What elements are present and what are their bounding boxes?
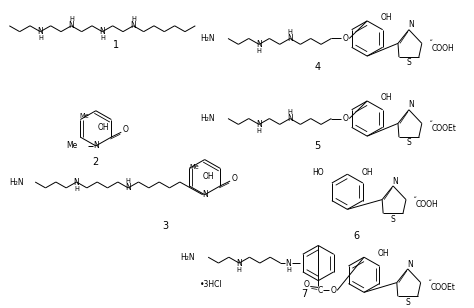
Text: N: N [408,20,414,29]
Text: H: H [126,178,131,184]
Text: O: O [342,114,348,123]
Text: S: S [391,215,395,224]
Text: H₂N: H₂N [200,114,215,123]
Text: N: N [125,183,131,192]
Text: O: O [330,286,336,295]
Text: 6: 6 [353,231,359,241]
Text: N: N [408,100,414,109]
Text: N: N [287,114,293,123]
Text: H₂N: H₂N [200,34,215,43]
Text: N: N [130,21,136,30]
Text: S: S [405,298,410,306]
Text: ,,: ,, [430,35,434,42]
Text: N: N [256,120,262,129]
Text: N: N [407,260,412,269]
Text: N: N [37,27,43,36]
Text: 4: 4 [314,62,320,72]
Text: COOH: COOH [416,200,439,209]
Text: OH: OH [97,123,109,132]
Text: OH: OH [381,93,392,102]
Text: COOH: COOH [432,44,455,53]
Text: OH: OH [361,168,373,177]
Text: N: N [285,258,292,268]
Text: N: N [392,176,398,185]
Text: ,,: ,, [414,192,418,198]
Text: O: O [303,280,309,289]
Text: H₂N: H₂N [180,253,195,262]
Text: O: O [231,174,237,183]
Text: H: H [38,35,43,42]
Text: 5: 5 [314,141,320,151]
Text: H: H [256,48,262,54]
Text: H: H [100,35,105,42]
Text: N: N [287,34,293,43]
Text: •3HCl: •3HCl [200,280,223,289]
Text: OH: OH [203,172,215,181]
Text: 3: 3 [163,221,168,231]
Text: Me: Me [79,113,89,119]
Text: O: O [122,125,128,134]
Text: OH: OH [378,249,390,258]
Text: N: N [73,177,79,187]
Text: OH: OH [381,13,392,22]
Text: H: H [286,267,291,273]
Text: ,,: ,, [428,275,433,281]
Text: N: N [68,21,74,30]
Text: S: S [407,139,411,148]
Text: COOEt: COOEt [432,124,456,133]
Text: HO: HO [312,168,323,177]
Text: C: C [318,286,323,295]
Text: H: H [74,186,79,192]
Text: 2: 2 [93,157,99,168]
Text: H₂N: H₂N [9,177,24,187]
Text: N: N [202,190,208,199]
Text: H: H [237,267,242,273]
Text: N: N [100,27,105,36]
Text: O: O [342,34,348,43]
Text: H: H [288,29,292,35]
Text: N: N [93,141,99,150]
Text: S: S [407,59,411,67]
Text: ,,: ,, [430,116,434,122]
Text: Me: Me [190,164,200,170]
Text: H: H [69,16,74,22]
Text: H: H [288,109,292,115]
Text: Me: Me [67,141,78,150]
Text: N: N [237,258,242,268]
Text: N: N [256,40,262,49]
Text: H: H [131,16,136,22]
Text: COOEt: COOEt [430,283,456,292]
Text: 1: 1 [113,40,119,50]
Text: 7: 7 [301,289,308,299]
Text: H: H [256,128,262,134]
